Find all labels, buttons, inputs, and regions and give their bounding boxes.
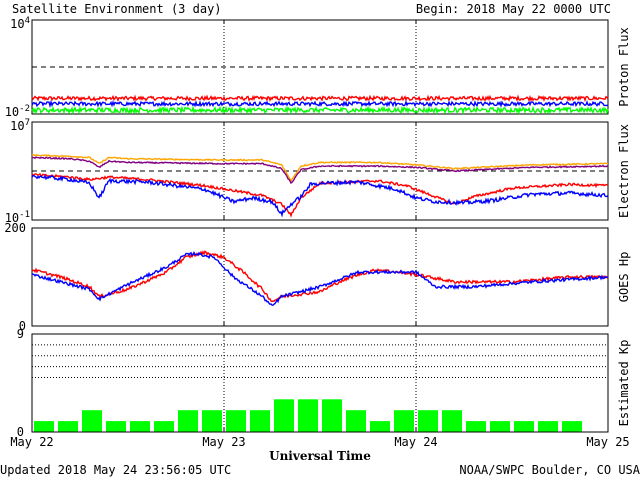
kp-bar bbox=[178, 410, 198, 432]
kp-bar bbox=[250, 410, 270, 432]
kp-bar bbox=[298, 399, 318, 432]
series-line-2 bbox=[31, 156, 609, 185]
series-line-2 bbox=[31, 251, 609, 306]
series-line-4 bbox=[31, 174, 609, 218]
series-line-1 bbox=[31, 250, 609, 303]
kp-bar bbox=[370, 421, 390, 432]
kp-bar bbox=[58, 421, 78, 432]
kp-bar bbox=[322, 399, 342, 432]
kp-bar bbox=[490, 421, 510, 432]
kp-bar bbox=[82, 410, 102, 432]
y-tick-label-bottom: 10-2 bbox=[5, 104, 30, 119]
series-line-3 bbox=[31, 172, 608, 218]
x-tick-label: May 25 bbox=[586, 435, 629, 449]
kp-bar bbox=[346, 410, 366, 432]
plot-title: Satellite Environment (3 day) bbox=[12, 2, 222, 16]
y-tick-label: 0 bbox=[19, 319, 26, 333]
panel-frame-3 bbox=[31, 227, 609, 327]
kp-bar bbox=[394, 410, 414, 432]
begin-timestamp: Begin: 2018 May 22 0000 UTC bbox=[416, 2, 611, 16]
y-tick-label: 9 bbox=[17, 327, 24, 341]
series-line-1 bbox=[31, 94, 609, 103]
x-axis-label: Universal Time bbox=[269, 449, 371, 463]
proton-flux-label: Proton Flux bbox=[617, 27, 631, 106]
electron-flux-label: Electron Flux bbox=[617, 124, 631, 218]
goes-hp-label: GOES Hp bbox=[617, 252, 631, 303]
x-tick-label: May 22 bbox=[10, 435, 53, 449]
kp-bar bbox=[130, 421, 150, 432]
series-line-3 bbox=[31, 104, 609, 116]
kp-bar bbox=[562, 421, 582, 432]
series-line-2 bbox=[31, 99, 609, 109]
kp-bar bbox=[514, 421, 534, 432]
y-tick-label-top: 104 bbox=[10, 16, 30, 31]
kp-bar bbox=[466, 421, 486, 432]
kp-bar bbox=[538, 421, 558, 432]
series-line-1 bbox=[31, 153, 609, 183]
kp-bar bbox=[106, 421, 126, 432]
updated-timestamp: Updated 2018 May 24 23:56:05 UTC bbox=[0, 463, 231, 477]
kp-bar bbox=[274, 399, 294, 432]
kp-bar bbox=[34, 421, 54, 432]
kp-bar bbox=[442, 410, 462, 432]
estimated-kp-label: Estimated Kp bbox=[617, 340, 631, 427]
credit-label: NOAA/SWPC Boulder, CO USA bbox=[459, 463, 640, 477]
y-tick-label: 200 bbox=[4, 221, 26, 235]
x-tick-label: May 23 bbox=[202, 435, 245, 449]
y-tick-label: 0 bbox=[17, 425, 24, 439]
panel-frame-4 bbox=[31, 333, 609, 433]
kp-bar bbox=[202, 410, 222, 432]
kp-bar bbox=[154, 421, 174, 432]
y-tick-label-bottom: 10-1 bbox=[5, 210, 30, 225]
y-tick-label-top: 107 bbox=[10, 118, 30, 133]
x-tick-label: May 24 bbox=[394, 435, 437, 449]
kp-bar bbox=[226, 410, 246, 432]
kp-bar bbox=[418, 410, 438, 432]
